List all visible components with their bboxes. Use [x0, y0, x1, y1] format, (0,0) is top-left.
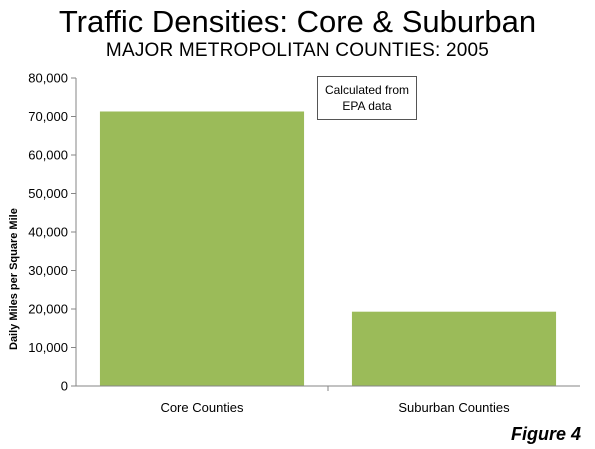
y-tick-label: 60,000 — [28, 148, 68, 163]
bar-core-counties — [99, 111, 305, 387]
y-tick-label: 20,000 — [28, 302, 68, 317]
bar-suburban-counties — [351, 311, 557, 386]
chart-subtitle: MAJOR METROPOLITAN COUNTIES: 2005 — [105, 40, 490, 61]
chart-title: Traffic Densities: Core & Suburban — [58, 4, 537, 39]
annotation-line-2: EPA data — [342, 99, 392, 113]
figure-label: Figure 4 — [510, 424, 581, 444]
y-tick-label: 40,000 — [28, 225, 68, 240]
annotation-box: Calculated from EPA data — [317, 76, 417, 120]
x-tick-label: Suburban Counties — [398, 400, 510, 415]
x-tick-label: Core Counties — [160, 400, 244, 415]
y-tick-label: 10,000 — [28, 340, 68, 355]
y-tick-label: 0 — [61, 379, 68, 394]
y-tick-label: 50,000 — [28, 186, 68, 201]
y-tick-label: 80,000 — [28, 71, 68, 86]
annotation-line-1: Calculated from — [324, 83, 410, 97]
y-tick-label: 70,000 — [28, 109, 68, 124]
y-tick-label: 30,000 — [28, 263, 68, 278]
